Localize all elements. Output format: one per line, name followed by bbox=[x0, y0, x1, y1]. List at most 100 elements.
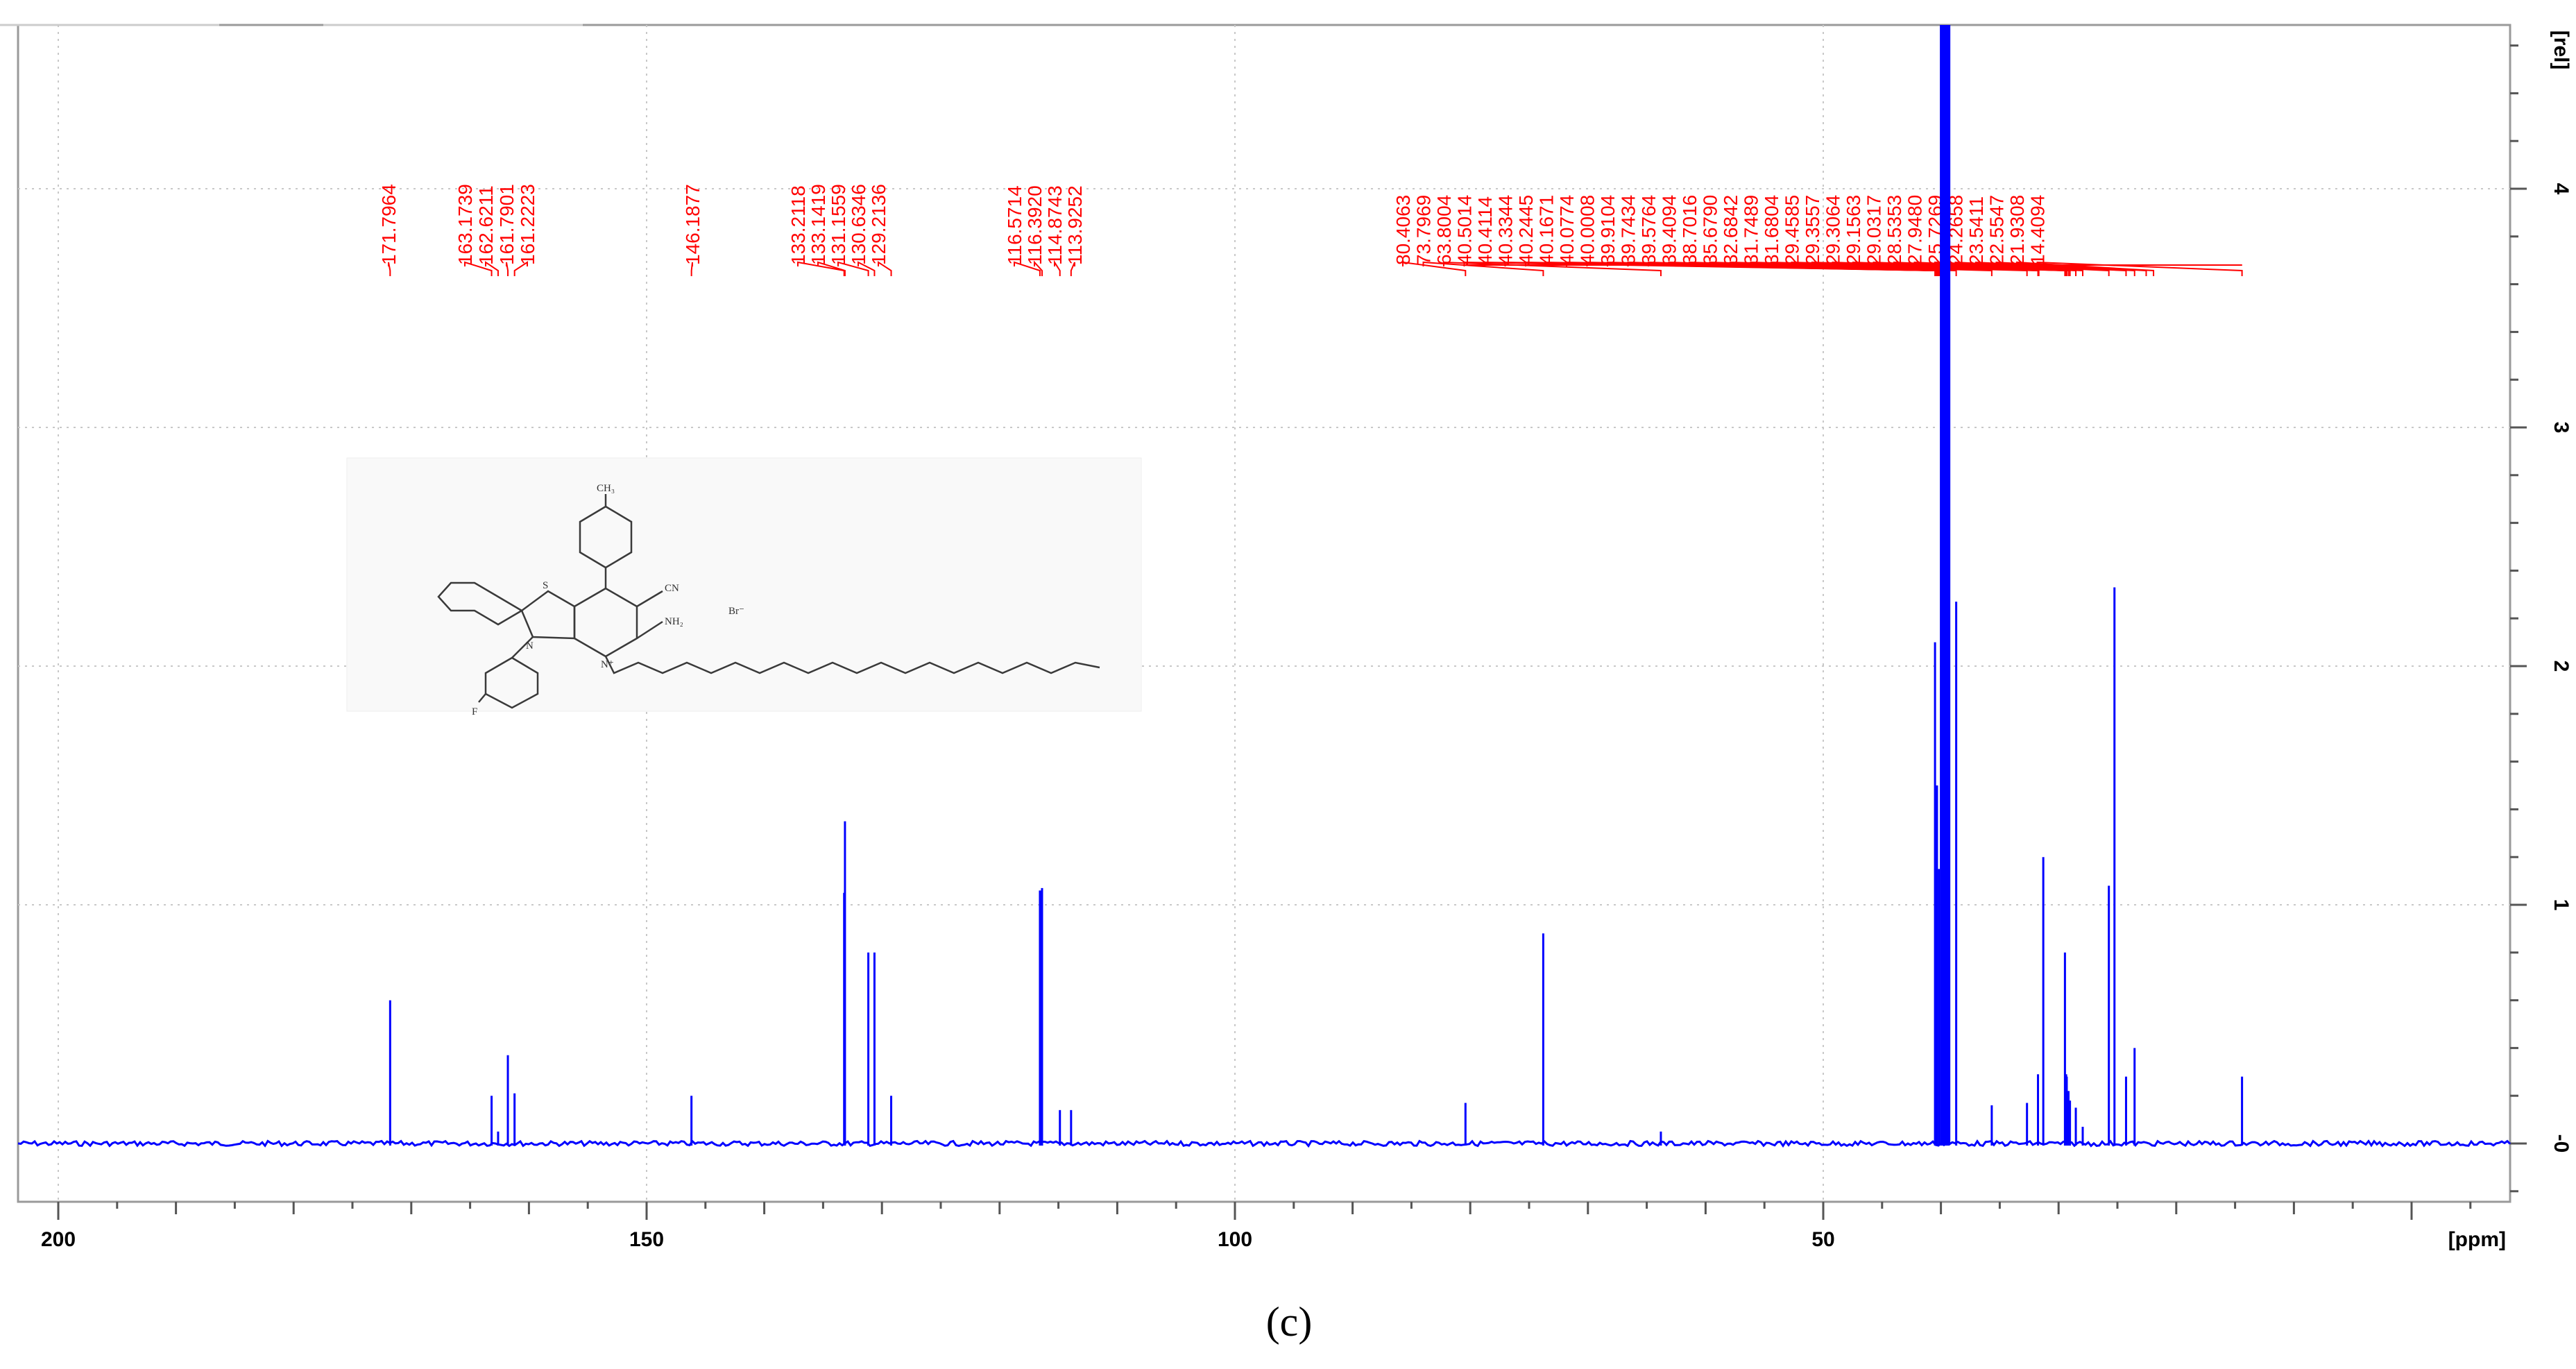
peak-label-connector bbox=[1070, 262, 1075, 276]
structure-background bbox=[346, 457, 1142, 712]
peak-label: 32.6842 bbox=[1720, 195, 1741, 265]
peak-label-connector bbox=[506, 262, 509, 276]
peak-label: 161.7901 bbox=[496, 184, 518, 265]
fluorine-label: F bbox=[472, 706, 477, 717]
y-axis-unit-label: [rel] bbox=[2550, 31, 2573, 70]
x-tick-label: 100 bbox=[1218, 1228, 1252, 1251]
peak-label-connector bbox=[513, 261, 528, 276]
peak-label: 131.1559 bbox=[828, 184, 849, 265]
y-tick-label: -0 bbox=[2550, 1134, 2573, 1153]
y-tick-label: 4 bbox=[2550, 183, 2573, 195]
peak-label-connector bbox=[1443, 261, 1662, 276]
peak-label: 40.0774 bbox=[1556, 195, 1578, 265]
peak-label: 31.6804 bbox=[1761, 195, 1782, 265]
peak-label-connector bbox=[797, 261, 845, 276]
y-tick-label: 1 bbox=[2550, 899, 2573, 911]
sulfur-label: S bbox=[543, 580, 548, 591]
peak-label: 39.9104 bbox=[1597, 195, 1619, 265]
peak-label: 31.7489 bbox=[1741, 195, 1762, 265]
amino-bond bbox=[636, 620, 663, 640]
peak-label: 38.7016 bbox=[1679, 195, 1700, 265]
peak-label: 29.4585 bbox=[1782, 195, 1803, 265]
peak-label-connector bbox=[1014, 261, 1041, 276]
peak-label: 114.8743 bbox=[1044, 185, 1066, 265]
peak-label: 40.1671 bbox=[1536, 195, 1558, 265]
x-axis-unit-label: [ppm] bbox=[2448, 1228, 2506, 1251]
peak-label: 39.5764 bbox=[1638, 195, 1660, 265]
peak-label: 28.5353 bbox=[1884, 195, 1905, 265]
peak-label-connector bbox=[1422, 261, 1544, 276]
fluoro-bond bbox=[478, 693, 486, 703]
amino-label: NH₂ bbox=[665, 616, 683, 627]
y-tick-label: 3 bbox=[2550, 422, 2573, 434]
peak-label: 171.7964 bbox=[378, 184, 400, 265]
peak-label: 130.6346 bbox=[848, 184, 869, 265]
x-axis: 200 150 100 50 bbox=[41, 1202, 2472, 1251]
peak-label: 146.1877 bbox=[682, 184, 703, 265]
peak-label: 23.5411 bbox=[1965, 196, 1987, 265]
peak-label-connector bbox=[837, 261, 869, 276]
peak-label-connector bbox=[485, 261, 499, 276]
solvent-peak-band bbox=[1940, 25, 1951, 1143]
quaternary-nitrogen-label: N⁺ bbox=[601, 659, 614, 670]
peak-label: 27.9480 bbox=[1904, 195, 1926, 265]
peak-label: 22.5547 bbox=[1986, 195, 2008, 265]
figure-caption: (c) bbox=[1266, 1299, 1313, 1345]
peak-label: 29.3064 bbox=[1823, 195, 1844, 265]
cyano-bond bbox=[636, 590, 663, 608]
peak-label: 21.9308 bbox=[2006, 195, 2028, 265]
y-tick-label: 2 bbox=[2550, 661, 2573, 672]
peak-label: 29.0317 bbox=[1863, 195, 1885, 265]
n-aryl-bond bbox=[511, 636, 534, 658]
peak-label: 129.2136 bbox=[868, 184, 889, 265]
peak-label-connector bbox=[1034, 260, 1043, 276]
cyano-label: CN bbox=[665, 583, 679, 594]
peak-label: 116.3920 bbox=[1024, 185, 1046, 265]
peak-label: 40.2445 bbox=[1515, 195, 1537, 265]
peak-label: 14.4094 bbox=[2027, 195, 2049, 265]
plot-frame bbox=[17, 24, 2511, 1203]
gridlines bbox=[18, 25, 2510, 1202]
peak-label: 29.1563 bbox=[1843, 195, 1864, 265]
peak-label: 116.5714 bbox=[1004, 185, 1025, 265]
peak-label: 40.0008 bbox=[1577, 195, 1598, 265]
peak-label: 133.2118 bbox=[787, 185, 809, 265]
peak-label-connector bbox=[858, 261, 876, 276]
peak-label: 163.1739 bbox=[454, 184, 476, 265]
x-tick-label: 50 bbox=[1811, 1228, 1834, 1251]
peak-label: 40.3344 bbox=[1495, 195, 1517, 265]
ring-nitrogen-label: N bbox=[526, 640, 534, 652]
peak-label-connector bbox=[1402, 261, 1467, 276]
spectrum-baseline bbox=[17, 1139, 2511, 1148]
peak-label: 161.2223 bbox=[517, 184, 538, 265]
x-tick-label: 150 bbox=[629, 1228, 664, 1251]
molecule-structure-inset: CH₃ S N CN NH₂ N⁺ Br⁻ F bbox=[346, 457, 1142, 717]
peak-label: 40.5014 bbox=[1454, 195, 1476, 265]
alkyl-chain bbox=[604, 656, 1100, 674]
cyclohexane-ring bbox=[437, 581, 524, 626]
peak-label: 113.9252 bbox=[1064, 185, 1086, 265]
x-tick-label: 200 bbox=[41, 1228, 76, 1251]
peak-label: 73.7969 bbox=[1413, 195, 1435, 265]
peak-label-connector bbox=[1054, 260, 1061, 276]
peak-label: 133.1419 bbox=[808, 184, 829, 265]
peak-label: 40.4114 bbox=[1474, 196, 1496, 265]
peak-label: 39.7434 bbox=[1618, 195, 1639, 265]
fluorophenyl-ring bbox=[484, 656, 539, 709]
peak-label-connector bbox=[388, 262, 391, 276]
methyl-label: CH₃ bbox=[597, 483, 615, 494]
structure-drawing bbox=[437, 494, 1100, 709]
peak-label: 63.8004 bbox=[1433, 195, 1455, 265]
thiazole-ring bbox=[520, 590, 576, 640]
peak-label: 80.4063 bbox=[1392, 195, 1414, 265]
peak-label-connector bbox=[464, 261, 493, 276]
peak-label-group: 171.7964 163.1739 162.6211 161.7901 161.2223… bbox=[378, 184, 2049, 265]
peak-label-connector bbox=[817, 261, 846, 276]
peak-label-connector bbox=[878, 261, 892, 276]
peak-label: 35.6790 bbox=[1700, 195, 1721, 265]
peak-label: 29.3557 bbox=[1802, 195, 1823, 265]
y-axis: -0 1 2 3 4 bbox=[2510, 44, 2573, 1193]
peak-label-connectors bbox=[388, 260, 2243, 276]
peak-label: 39.4094 bbox=[1659, 195, 1680, 265]
